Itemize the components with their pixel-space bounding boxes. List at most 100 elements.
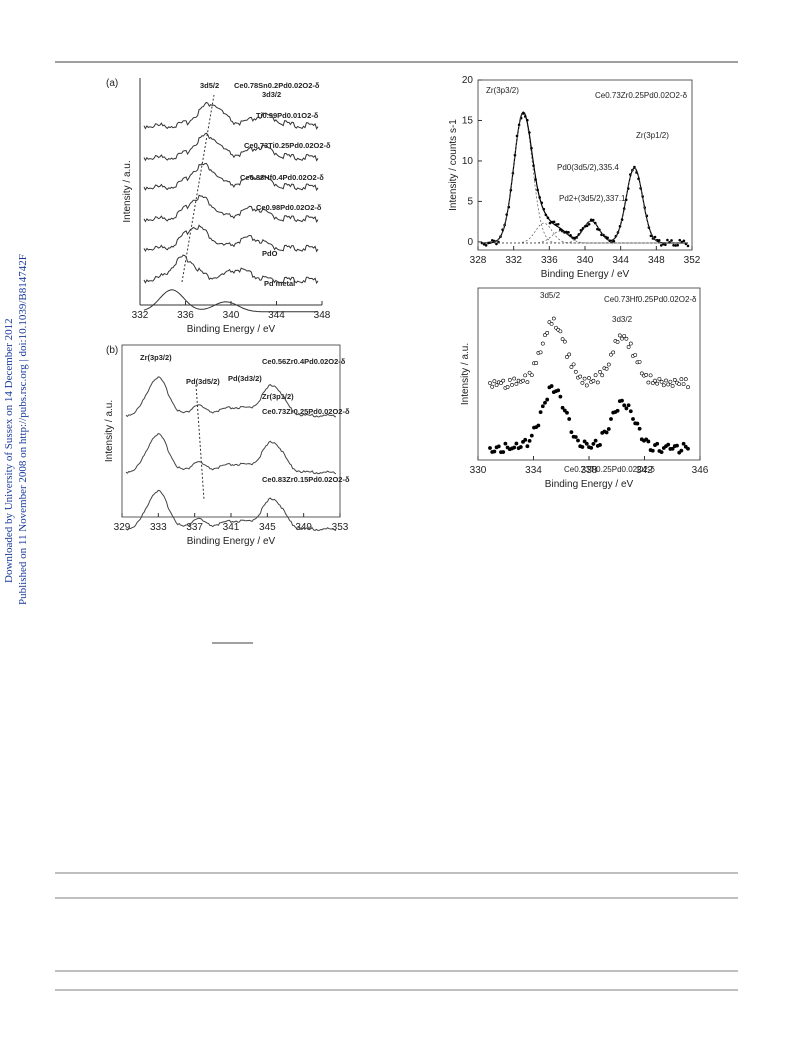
plot-frame — [477, 287, 701, 461]
guide — [195, 384, 205, 501]
figure-panel: 330 334 338 342 346 Binding Energy / eV Intens… — [460, 287, 709, 490]
spectrum-point — [571, 362, 576, 367]
spectrum-point — [543, 333, 547, 337]
spectrum — [125, 433, 337, 475]
annotation: Ce0.73Ti0.25Pd0.02O2-δ — [564, 465, 655, 474]
spectrum-point — [515, 134, 519, 138]
spectrum-point — [549, 384, 554, 388]
spectrum-point — [550, 220, 554, 224]
spectrum-point — [552, 220, 556, 224]
x-tick-label: 344 — [268, 310, 285, 321]
x-tick-label: 328 — [470, 255, 487, 266]
spectrum-point — [530, 146, 533, 150]
spectrum-point — [556, 222, 560, 226]
spectrum-point — [488, 381, 492, 385]
spectrum-point — [581, 227, 585, 230]
y-axis-label: Intensity / a.u. — [104, 400, 115, 462]
spectrum-point — [551, 316, 556, 321]
spectrum-point — [567, 417, 572, 421]
spectrum-point — [534, 361, 539, 365]
spectrum-point — [635, 421, 640, 426]
y-tick-label: 15 — [462, 115, 474, 126]
x-axis-label: Binding Energy / eV — [187, 536, 276, 547]
spectrum-point — [674, 244, 677, 247]
spectrum-point — [598, 370, 602, 374]
spectrum — [125, 376, 337, 418]
spectrum-point — [538, 350, 543, 355]
spectrum-point — [582, 439, 587, 444]
spectrum-point — [628, 341, 633, 346]
spectrum-point — [546, 216, 550, 220]
annotation: Ce0.73Hf0.25Pd0.02O2-δ — [604, 295, 697, 304]
spectrum-point — [558, 228, 562, 231]
y-axis-label: Intensity / counts s-1 — [448, 119, 459, 211]
spectrum-point — [620, 398, 624, 403]
spectrum-point — [525, 444, 530, 449]
spectrum-point — [606, 236, 609, 240]
spectrum-point — [664, 243, 667, 247]
annotation: 3d3/2 — [262, 90, 281, 99]
spectrum-point — [666, 382, 671, 387]
x-axis-label: Binding Energy / eV — [545, 479, 634, 490]
x-tick-label: 353 — [332, 522, 349, 533]
annotation: Zr(3p1/2) — [262, 392, 294, 401]
spectrum-point — [560, 337, 565, 342]
spectrum-point — [542, 207, 546, 211]
spectrum-point — [521, 378, 525, 383]
spectrum-point — [540, 201, 544, 205]
spectrum — [143, 162, 319, 192]
spectrum-point — [517, 123, 521, 127]
plot-frame — [121, 344, 341, 518]
spectrum-point — [558, 329, 563, 334]
x-axis-label: Binding Energy / eV — [541, 269, 630, 280]
spectrum-point — [529, 433, 534, 438]
spectrum-point — [655, 441, 660, 446]
spectrum-point — [624, 336, 629, 341]
x-tick-label: 336 — [177, 310, 194, 321]
spectrum-point — [529, 373, 534, 378]
spectrum — [143, 254, 319, 285]
panel-label: (b) — [106, 345, 118, 356]
x-tick-label: 344 — [612, 255, 629, 266]
spectrum-point — [677, 382, 682, 387]
spectrum-point — [650, 381, 655, 385]
spectrum-point — [675, 443, 679, 448]
spectrum-point — [681, 382, 686, 387]
spectrum-point — [686, 385, 690, 390]
spectrum-point — [661, 383, 666, 388]
figure-panel: 332 336 340 344 348 Binding Energy / eV Intens… — [106, 78, 331, 335]
spectrum-point — [686, 244, 690, 248]
spectrum-point — [657, 239, 661, 242]
spectrum-point — [494, 383, 499, 388]
x-tick-label: 332 — [505, 255, 522, 266]
y-tick-label: 0 — [467, 237, 473, 248]
spectrum-point — [659, 450, 664, 454]
spectrum-point — [565, 355, 569, 359]
fit-component — [482, 222, 688, 244]
spectrum-point — [659, 379, 664, 384]
spectrum-point — [628, 409, 633, 414]
spectrum-point — [571, 236, 574, 240]
spectrum — [143, 289, 318, 313]
x-tick-label: 341 — [223, 522, 240, 533]
spectrum-point — [668, 379, 673, 384]
spectrum-point — [606, 362, 611, 367]
spectrum-point — [496, 444, 501, 449]
annotation: Pd metal — [264, 279, 295, 288]
annotation: Ce0.98Pd0.02O2-δ — [256, 203, 322, 212]
spectrum-point — [624, 406, 629, 411]
spectrum-point — [676, 243, 679, 247]
spectrum-point — [646, 439, 651, 444]
spectrum-point — [672, 243, 675, 247]
spectrum-point — [540, 341, 545, 346]
spectrum-point — [591, 442, 596, 446]
spectrum-point — [679, 377, 684, 382]
spectrum-point — [611, 350, 616, 355]
spectrum-point — [582, 376, 587, 381]
x-tick-label: 352 — [684, 255, 701, 266]
panel-label: (a) — [106, 78, 118, 89]
annotation: Pd0(3d5/2),335.4 — [557, 163, 619, 172]
